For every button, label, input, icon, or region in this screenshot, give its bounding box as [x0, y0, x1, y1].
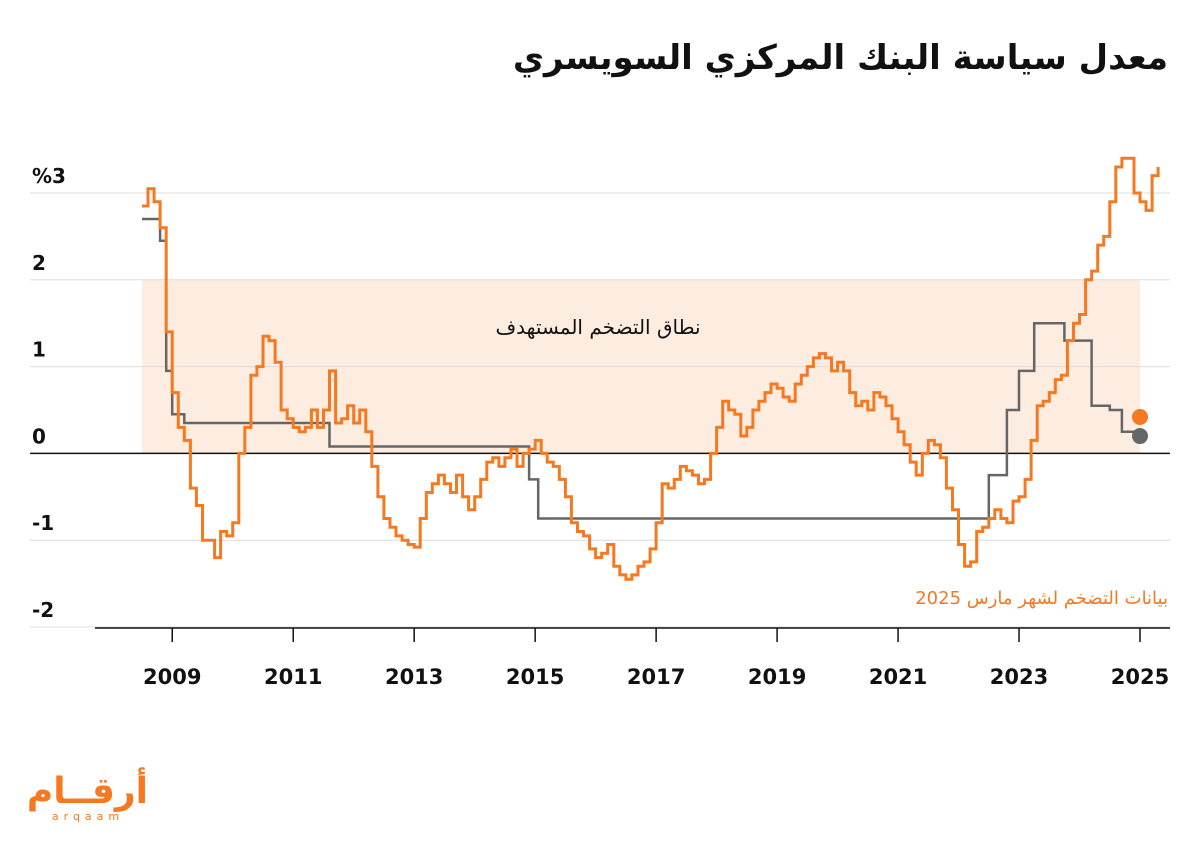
y-tick-label: -2 — [32, 598, 54, 622]
x-tick-label: 2011 — [264, 665, 322, 689]
x-axis: 2009 2011 2013 2015 2017 2019 2021 2023 2025 — [95, 627, 1170, 689]
x-tick-label: 2009 — [143, 665, 201, 689]
x-tick-label: 2025 — [1111, 665, 1169, 689]
arqaam-logo: أرقــام arqaam — [26, 771, 148, 824]
x-tick-label: 2017 — [627, 665, 685, 689]
inflation-end-marker — [1132, 408, 1148, 425]
chart-labels: نطاق التضخم المستهدف بيانات التضخم لشهر م… — [495, 315, 1168, 609]
policy-end-marker — [1132, 428, 1148, 445]
y-tick-label: 0 — [32, 424, 46, 448]
y-tick-label: 1 — [32, 338, 46, 362]
page-title: معدل سياسة البنك المركزي السويسري — [512, 38, 1168, 78]
y-tick-label: -1 — [32, 511, 54, 535]
y-tick-label: 2 — [32, 251, 46, 275]
inflation-annotation: بيانات التضخم لشهر مارس 2025 — [915, 588, 1168, 609]
y-axis: %3 2 1 0 -1 -2 — [32, 164, 66, 622]
x-tick-label: 2013 — [385, 665, 443, 689]
target-band-label: نطاق التضخم المستهدف — [495, 315, 700, 339]
y-tick-label: %3 — [32, 164, 66, 188]
x-tick-label: 2021 — [869, 665, 927, 689]
x-tick-label: 2019 — [748, 665, 806, 689]
series-line-inflation — [142, 156, 1160, 581]
x-tick-label: 2023 — [990, 665, 1048, 689]
x-tick-label: 2015 — [506, 665, 564, 689]
series-lines — [142, 156, 1160, 581]
